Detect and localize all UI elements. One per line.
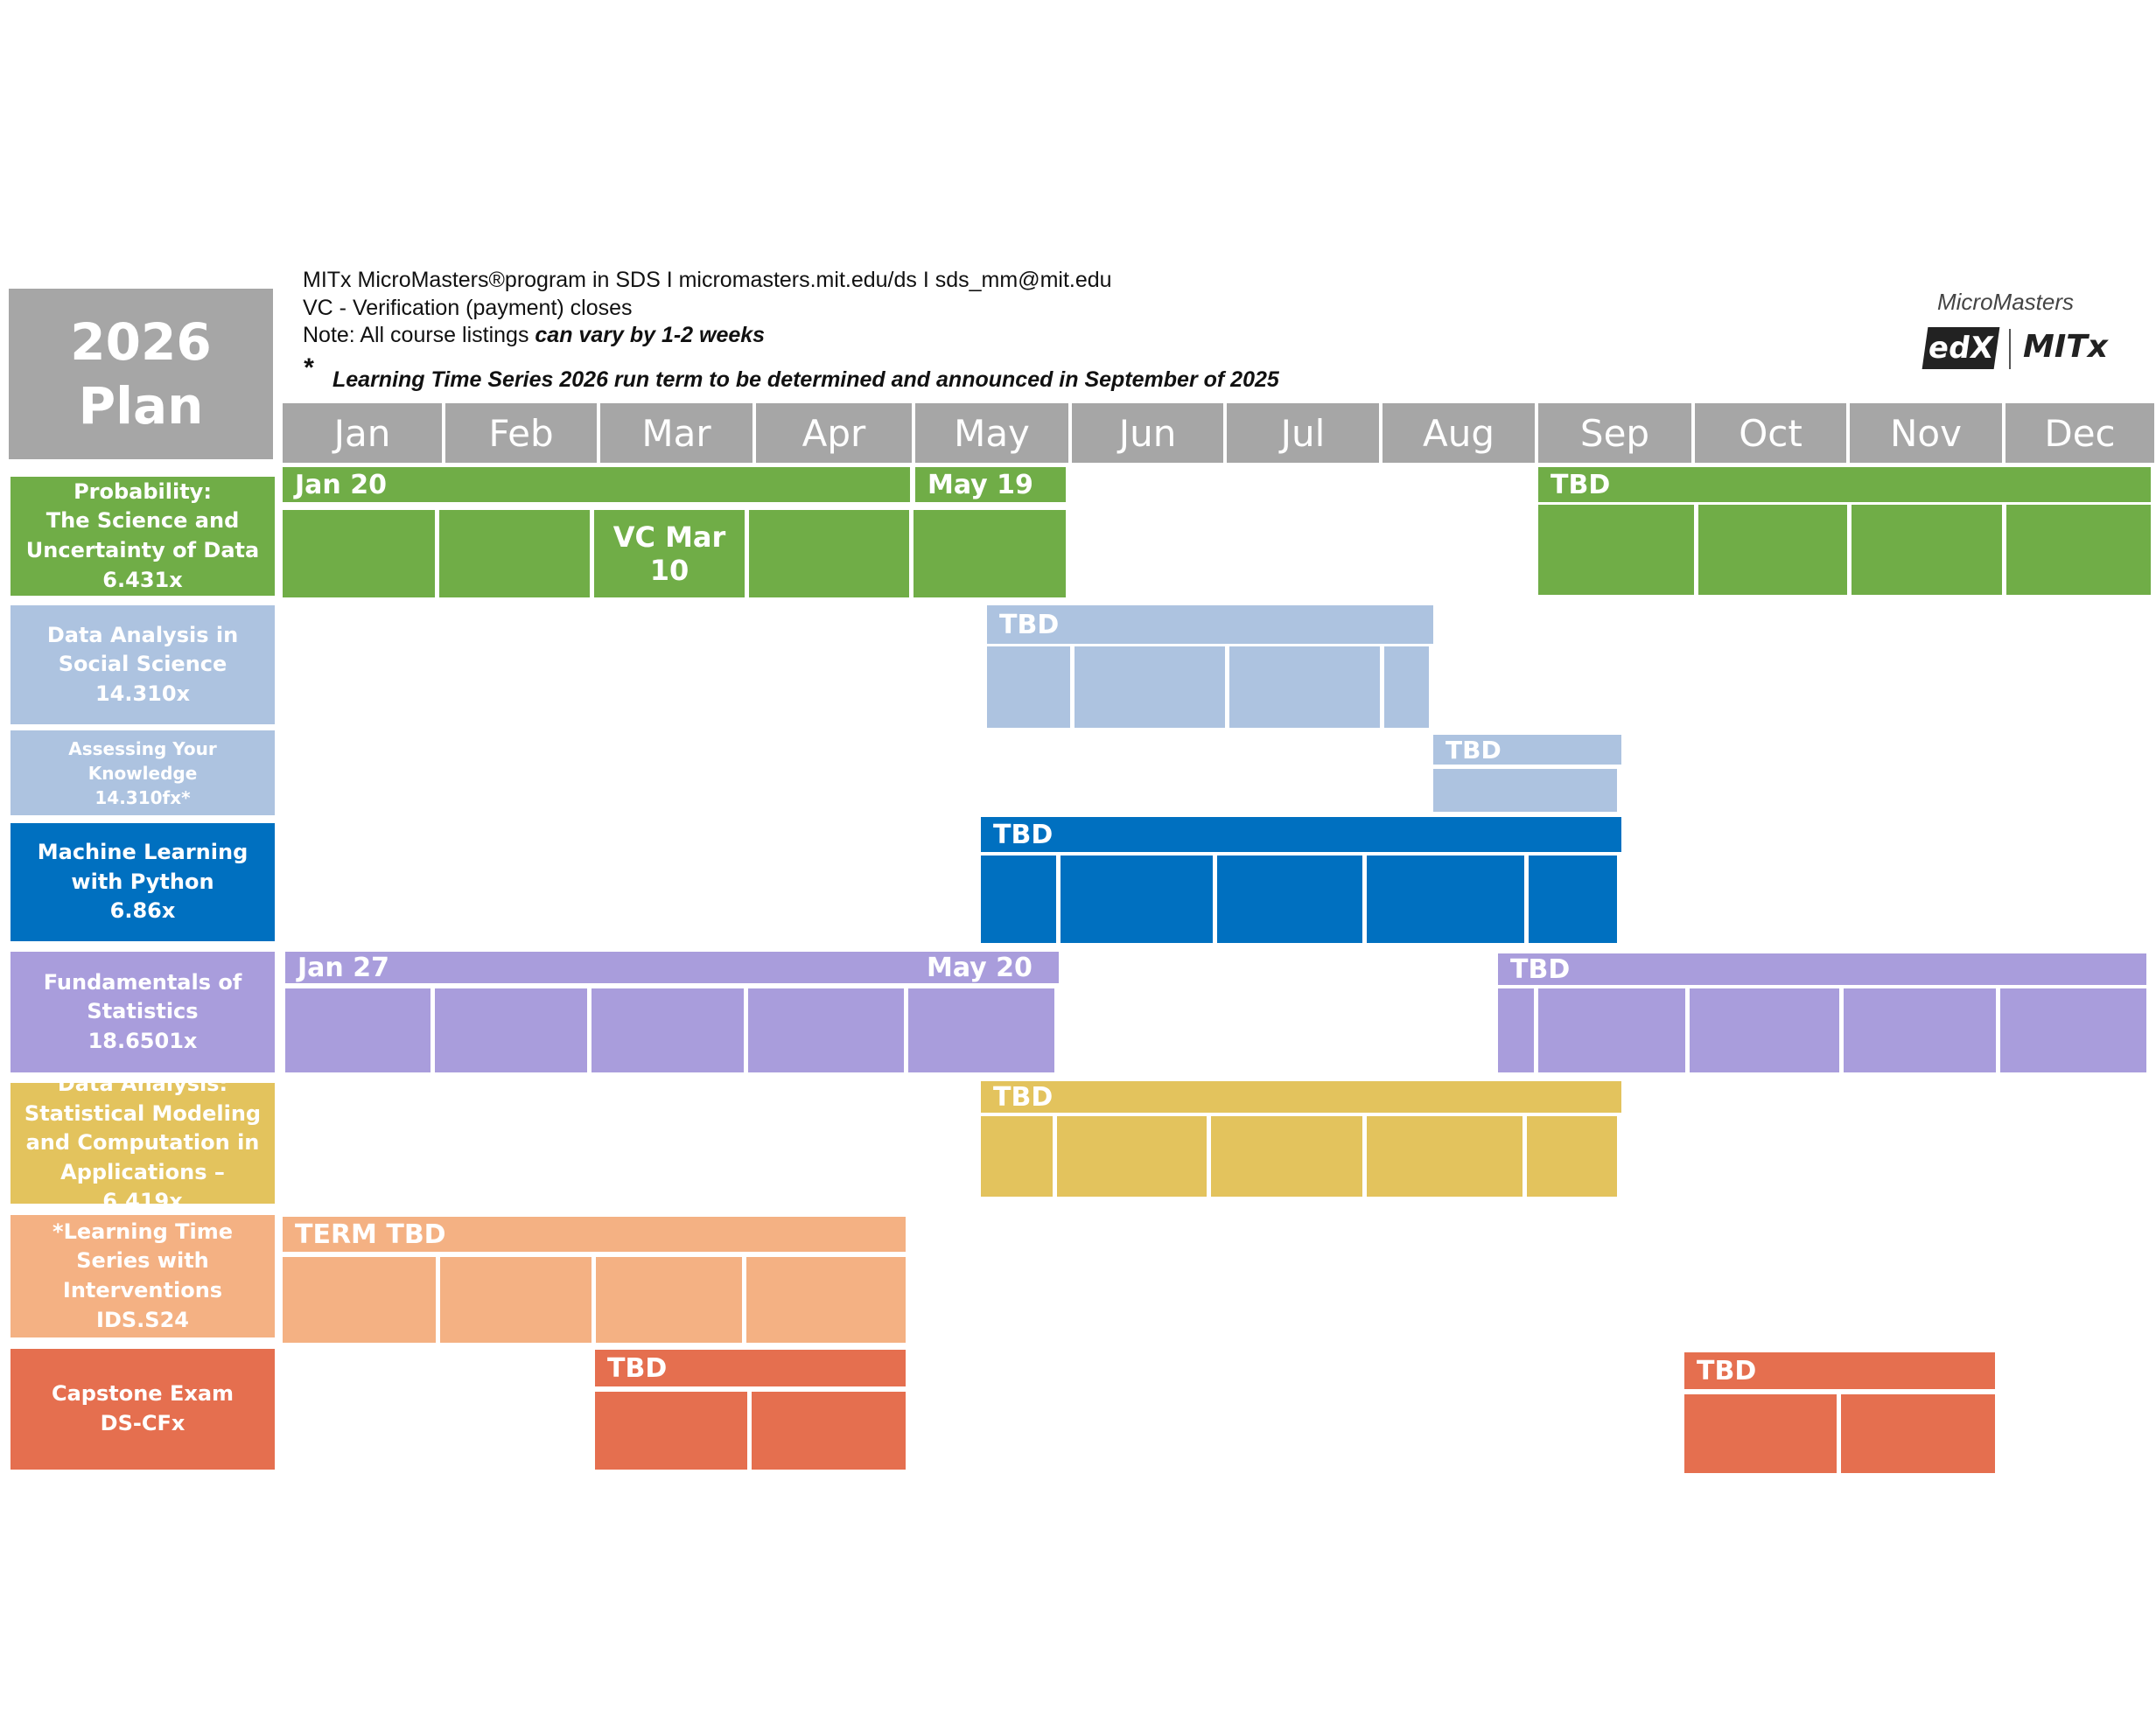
schedule-cell [1367,1116,1522,1197]
schedule-cell [1211,1116,1362,1197]
schedule-bar-header: TBD [981,1081,1621,1113]
schedule-cell [981,1116,1053,1197]
schedule-cell [439,510,590,597]
month-jan: Jan [283,403,442,463]
schedule-cell [1527,1116,1617,1197]
schedule-bar-header: Jan 20 [283,467,910,502]
logo-separator [2009,329,2011,369]
schedule-cell [285,988,430,1072]
course-label-text: Assessing Your Knowledge 14.310fx* [68,737,217,808]
schedule-bar-header: TBD [1684,1352,1995,1389]
month-sep: Sep [1538,403,1691,463]
header-vc-legend: VC - Verification (payment) closes [303,296,633,320]
schedule-cell [1060,856,1213,943]
schedule-cell [1538,505,1694,595]
edx-logo: edX [1922,327,2000,369]
schedule-cell [1844,988,1996,1072]
month-dec: Dec [2006,403,2154,463]
schedule-bar-header: TBD [981,817,1621,852]
month-mar: Mar [600,403,752,463]
month-aug: Aug [1382,403,1535,463]
header-note-emphasis: can vary by 1-2 weeks [535,323,766,347]
header-note-prefix: Note: All course listings [303,323,536,347]
schedule-bar-header: May 19 [915,467,1066,502]
schedule-cell [914,510,1066,597]
schedule-bar-header: Jan 27 [285,952,1059,983]
schedule-cell [440,1257,592,1343]
month-may: May [915,403,1068,463]
course-label-text: *Learning Time Series with Interventions… [52,1219,233,1332]
schedule-cell [908,988,1054,1072]
schedule-cell [1433,769,1617,812]
schedule-bar-header: TBD [595,1350,906,1386]
course-label-5: Data Analysis: Statistical Modeling and … [10,1072,275,1213]
course-label-7: Capstone Exam DS-CFx [10,1349,275,1470]
schedule-cell [987,646,1070,728]
course-label-text: Capstone Exam DS-CFx [51,1381,234,1435]
schedule-cell [1538,988,1685,1072]
header-learning-time-series-note: Learning Time Series 2026 run term to be… [332,367,1279,392]
schedule-cell [1529,856,1617,943]
schedule-cell [981,856,1056,943]
course-label-text: Data Analysis in Social Science 14.310x [46,622,239,706]
schedule-cell [1852,505,2002,595]
schedule-cell [595,1392,747,1470]
schedule-cell [1698,505,1847,595]
header-program-line: MITx MicroMasters®program in SDS I micro… [303,268,1112,292]
month-jul: Jul [1227,403,1379,463]
schedule-cell [1057,1116,1207,1197]
schedule-cell [749,510,909,597]
schedule-bar-header: TBD [1433,735,1621,765]
verification-close-cell: VC Mar 10 [594,510,745,597]
schedule-cell [748,988,904,1072]
course-label-text: Machine Learning with Python 6.86x [37,840,248,924]
course-label-text: Probability: The Science and Uncertainty… [25,478,260,592]
schedule-cell [283,1257,436,1343]
verification-close-cell [592,988,744,1072]
course-label-6: *Learning Time Series with Interventions… [10,1215,275,1337]
schedule-cell [1229,646,1380,728]
micromasters-logo: MicroMasters [1937,289,2075,315]
schedule-bar-header: TBD [987,605,1433,644]
schedule-cell [746,1257,906,1343]
month-oct: Oct [1695,403,1846,463]
schedule-bar-header: May 20 [927,952,1032,983]
course-label-2: Assessing Your Knowledge 14.310fx* [10,730,275,815]
schedule-cell [435,988,587,1072]
schedule-cell [2000,988,2146,1072]
schedule-cell [1074,646,1225,728]
header-note: Note: All course listings can vary by 1-… [303,323,765,348]
month-feb: Feb [445,403,597,463]
mitx-logo: MITx [2023,329,2108,365]
month-jun: Jun [1072,403,1223,463]
course-label-1: Data Analysis in Social Science 14.310x [10,605,275,724]
course-label-0: Probability: The Science and Uncertainty… [10,477,275,596]
course-label-text: Data Analysis: Statistical Modeling and … [24,1072,262,1214]
month-nov: Nov [1850,403,2002,463]
schedule-bar-header: TBD [1538,467,2151,502]
course-label-text: Fundamentals of Statistics 18.6501x [43,969,242,1053]
schedule-bar-header: TERM TBD [283,1217,906,1252]
schedule-cell [1684,1394,1837,1473]
plan-year: 2026 [70,312,212,372]
schedule-cell [596,1257,742,1343]
course-label-4: Fundamentals of Statistics 18.6501x [10,952,275,1072]
course-label-3: Machine Learning with Python 6.86x [10,823,275,941]
plan-word: Plan [78,375,204,436]
schedule-cell [2006,505,2151,595]
schedule-cell [1384,646,1429,728]
plan-title-box: 2026 Plan [9,289,273,459]
schedule-cell [1841,1394,1995,1473]
month-apr: Apr [756,403,912,463]
schedule-cell [1690,988,1839,1072]
schedule-cell [752,1392,906,1470]
header-asterisk: * [303,353,313,382]
schedule-cell [1217,856,1362,943]
schedule-bar-header: TBD [1498,953,2146,985]
schedule-cell [1498,988,1534,1072]
schedule-cell [283,510,435,597]
schedule-cell [1367,856,1524,943]
